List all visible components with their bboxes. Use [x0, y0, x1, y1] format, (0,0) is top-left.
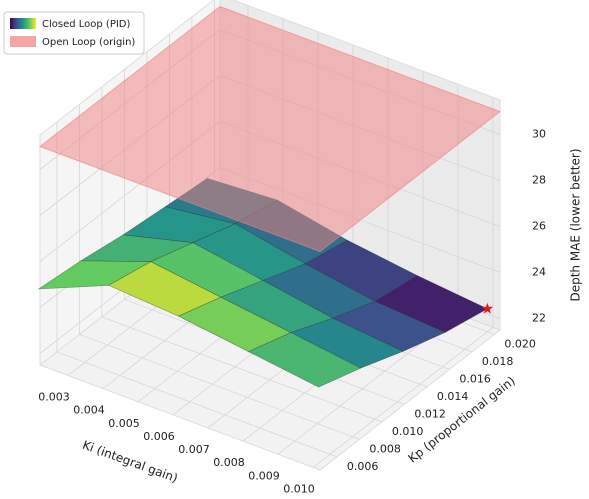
y-tick-label: 0.008	[369, 442, 401, 455]
z-axis-label: Depth MAE (lower better)	[569, 148, 583, 301]
legend-label: Open Loop (origin)	[42, 37, 135, 48]
grid-line	[312, 97, 494, 468]
x-axis-label: Ki (integral gain)	[81, 438, 180, 485]
x-tick-label: 0.003	[38, 391, 70, 404]
y-tick-label: 0.020	[504, 337, 536, 350]
y-tick-label: 0.006	[347, 460, 379, 473]
x-tick-label: 0.008	[213, 456, 245, 469]
z-tick-label: 26	[532, 220, 546, 233]
x-tick-label: 0.004	[73, 404, 105, 417]
x-tick-label: 0.007	[178, 443, 210, 456]
legend: Closed Loop (PID) Open Loop (origin)	[3, 11, 145, 55]
y-tick-label: 0.010	[392, 425, 424, 438]
x-tick-label: 0.009	[248, 469, 280, 482]
y-tick-label: 0.018	[482, 355, 514, 368]
surface-face	[290, 317, 404, 369]
legend-swatch	[10, 36, 36, 47]
y-tick-label: 0.016	[459, 372, 491, 385]
y-tick-label: 0.012	[414, 407, 446, 420]
y-tick-label: 0.014	[437, 390, 469, 403]
z-tick-label: 22	[532, 312, 546, 325]
surface-face	[247, 332, 362, 388]
x-tick-label: 0.005	[108, 417, 140, 430]
legend-box	[3, 11, 145, 55]
z-tick-label: 30	[532, 128, 546, 141]
z-tick-label: 24	[532, 266, 546, 279]
best-point	[481, 302, 494, 314]
legend-label: Closed Loop (PID)	[42, 19, 131, 30]
x-tick-label: 0.010	[283, 482, 315, 495]
z-tick-label: 28	[532, 174, 546, 187]
grid-line	[56, 121, 338, 458]
grid-line	[79, 104, 360, 440]
legend-swatch	[10, 18, 36, 29]
open-loop-plane	[38, 5, 502, 253]
x-tick-label: 0.006	[143, 430, 175, 443]
